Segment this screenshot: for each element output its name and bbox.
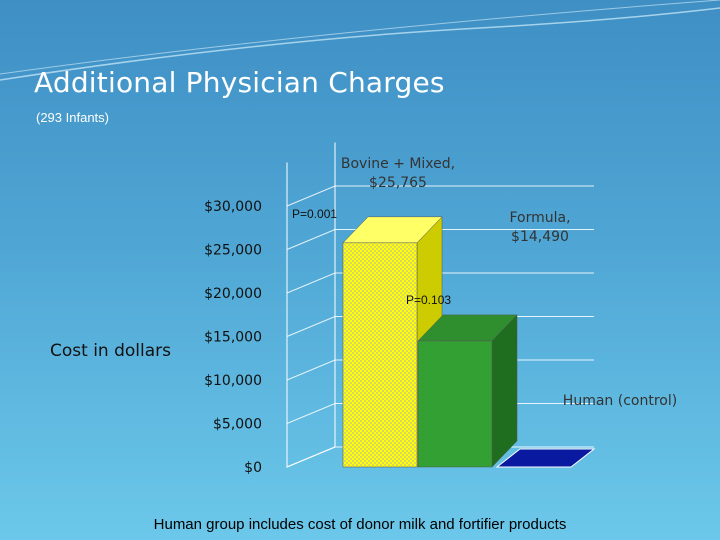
y-tick-label: $5,000 <box>213 417 262 433</box>
axis-side-wall <box>286 162 336 468</box>
p-value-annotation: P=0.103 <box>406 293 451 307</box>
category-label: Human (control) <box>563 393 677 409</box>
bar-side <box>491 314 518 468</box>
y-axis-label: Cost in dollars <box>50 341 171 361</box>
slide-title: Additional Physician Charges <box>34 66 445 99</box>
category-label: Bovine + Mixed, $25,765 <box>341 156 455 191</box>
bar <box>495 448 596 468</box>
bar <box>417 340 493 468</box>
gridline <box>286 185 594 207</box>
bar <box>342 242 418 468</box>
slide-subtitle: (293 Infants) <box>36 110 109 125</box>
y-tick-label: $15,000 <box>204 330 262 346</box>
category-label: Formula, $14,490 <box>509 210 570 245</box>
p-value-annotation: P=0.001 <box>292 207 337 221</box>
y-tick-label: $20,000 <box>204 286 262 302</box>
y-tick-label: $10,000 <box>204 373 262 389</box>
y-tick-label: $0 <box>244 460 262 476</box>
footnote: Human group includes cost of donor milk … <box>153 516 567 533</box>
y-tick-label: $30,000 <box>204 199 262 215</box>
y-tick-label: $25,000 <box>204 243 262 259</box>
